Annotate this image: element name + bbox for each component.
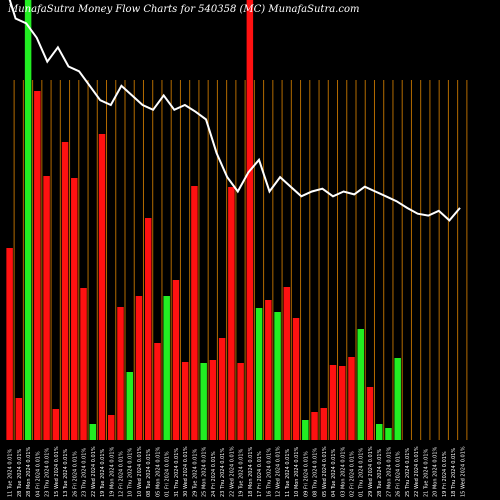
x-tick-label: 26 Fri 2024 0.01% <box>396 451 402 497</box>
x-tick-label: 24 Fri 2024 0.01% <box>211 451 217 497</box>
x-tick-label: 19 Tue 2024 0.01% <box>239 448 245 497</box>
money-flow-bar <box>200 363 207 440</box>
money-flow-bar <box>24 0 32 440</box>
money-flow-bar <box>144 218 152 440</box>
x-tick-label: 08 Tue 2024 0.01% <box>146 448 152 497</box>
money-flow-bar <box>265 300 272 440</box>
x-tick-label: 04 Fri 2024 0.01% <box>35 451 41 497</box>
x-tick-label: 10 Mon 2024 0.01% <box>294 446 300 497</box>
x-tick-label: 10 Wed 2024 0.01% <box>137 446 143 497</box>
money-flow-bars <box>6 0 401 440</box>
money-flow-bar <box>181 362 189 440</box>
money-flow-bar <box>329 365 337 440</box>
money-flow-bar <box>135 296 143 440</box>
x-tick-label: 13 Tue 2024 0.01% <box>63 448 69 497</box>
x-tick-label: 21 Tue 2024 0.01% <box>423 448 429 497</box>
money-flow-bar <box>209 360 217 440</box>
money-flow-bar <box>218 338 226 440</box>
money-flow-bar <box>302 420 309 440</box>
x-tick-label: 26 Fri 2024 0.01% <box>72 451 78 497</box>
x-axis-labels: 11 Tue 2024 0.01% 28 Tue 2024 0.01% 28 Mon… <box>8 446 467 497</box>
vertical-gridlines <box>13 80 468 440</box>
x-tick-label: 25 Thu 2024 0.01% <box>405 448 411 497</box>
x-tick-label: 27 Mon 2024 0.01% <box>386 446 392 497</box>
x-tick-label: 05 Wed 2024 0.01% <box>322 446 328 497</box>
money-flow-bar <box>71 178 78 440</box>
price-line <box>8 0 461 222</box>
x-tick-label: 04 Tue 2024 0.01% <box>331 448 337 497</box>
money-flow-bar <box>98 134 106 440</box>
x-tick-label: 08 Thu 2024 0.01% <box>313 448 319 497</box>
chart-title: MunafaSutra Money Flow Charts for 540358… <box>7 4 359 15</box>
x-tick-label: 19 Mon 2024 0.01% <box>109 446 115 497</box>
money-flow-bar <box>191 186 198 440</box>
money-flow-bar <box>6 248 13 440</box>
money-flow-bar <box>394 358 401 440</box>
x-tick-label: 25 Mon 2024 0.01% <box>202 446 208 497</box>
x-tick-label: 16 Thu 2024 0.01% <box>266 448 272 497</box>
money-flow-bar <box>228 187 235 440</box>
money-flow-bar <box>274 312 281 440</box>
x-tick-label: 10 Thu 2024 0.01% <box>128 448 134 497</box>
money-flow-bar <box>108 415 115 440</box>
money-flow-bar <box>15 398 23 440</box>
money-flow-bar <box>80 288 87 440</box>
x-tick-label: 11 Tue 2024 0.01% <box>285 448 291 497</box>
x-tick-label: 12 Wed 2024 0.01% <box>276 446 282 497</box>
x-tick-label: 01 Fri 2024 0.01% <box>165 451 171 497</box>
money-flow-bar <box>292 318 300 440</box>
x-tick-label: 05 Mon 2024 0.01% <box>155 446 161 497</box>
money-flow-bar <box>385 428 392 440</box>
x-tick-label: 02 Fri 2024 0.01% <box>350 451 356 497</box>
x-tick-label: 28 Tue 2024 0.01% <box>377 448 383 497</box>
x-tick-label: 09 Fri 2024 0.01% <box>303 451 309 497</box>
money-flow-bar <box>43 176 50 440</box>
x-tick-label: 18 Mon 2024 0.01% <box>248 446 254 497</box>
x-tick-label: 01 Thu 2024 0.01% <box>359 448 365 497</box>
money-flow-bar <box>311 412 318 440</box>
money-flow-bar <box>89 424 97 440</box>
x-tick-label: 29 Wed 2024 0.01% <box>368 446 374 497</box>
money-flow-bar <box>172 280 180 440</box>
money-flow-bar <box>375 424 383 440</box>
x-tick-label: 15 Wed 2024 0.01% <box>54 446 60 497</box>
x-tick-label: 17 Fri 2024 0.01% <box>257 451 263 497</box>
money-flow-bar <box>126 372 133 440</box>
x-tick-label: 31 Thu 2024 0.01% <box>174 448 180 497</box>
money-flow-bar <box>255 308 263 440</box>
money-flow-bar <box>246 0 254 440</box>
money-flow-bar <box>34 91 41 440</box>
money-flow-bar <box>237 363 244 440</box>
x-tick-label: 15 Wed 2024 0.01% <box>460 446 466 497</box>
x-tick-label: 28 Tue 2024 0.01% <box>17 448 23 497</box>
x-tick-label: 18 Thu 2024 0.01% <box>451 448 457 497</box>
money-flow-bar <box>366 387 374 440</box>
money-flow-bar <box>339 366 346 440</box>
x-tick-label: 22 Wed 2024 0.01% <box>414 446 420 497</box>
money-flow-bar <box>154 343 161 440</box>
x-tick-label: 12 Fri 2024 0.01% <box>119 451 125 497</box>
money-flow-bar <box>320 408 328 440</box>
x-tick-label: 11 Tue 2024 0.01% <box>8 448 14 497</box>
x-tick-label: 03 Mon 2024 0.01% <box>340 446 346 497</box>
money-flow-bar <box>52 409 60 440</box>
x-tick-label: 30 Wed 2024 0.01% <box>183 446 189 497</box>
x-tick-label: 29 Tue 2024 0.01% <box>192 448 198 497</box>
x-tick-label: 22 Wed 2024 0.01% <box>91 446 97 497</box>
x-tick-label: 19 Fri 2024 0.01% <box>442 451 448 497</box>
x-tick-label: 28 Mon 2024 0.01% <box>26 446 32 497</box>
x-tick-label: 22 Wed 2024 0.01% <box>229 446 235 497</box>
money-flow-bar <box>117 307 124 440</box>
money-flow-bar <box>61 142 69 440</box>
x-tick-label: 23 Thu 2024 0.01% <box>82 448 88 497</box>
x-tick-label: 23 Thu 2024 0.01% <box>45 448 51 497</box>
money-flow-bar <box>283 287 291 440</box>
money-flow-bar <box>348 357 355 440</box>
x-tick-label: 20 Mon 2024 0.01% <box>433 446 439 497</box>
x-tick-label: 23 Thu 2024 0.01% <box>220 448 226 497</box>
money-flow-bar <box>357 329 364 440</box>
x-tick-label: 19 Tue 2024 0.01% <box>100 448 106 497</box>
money-flow-bar <box>163 296 170 440</box>
